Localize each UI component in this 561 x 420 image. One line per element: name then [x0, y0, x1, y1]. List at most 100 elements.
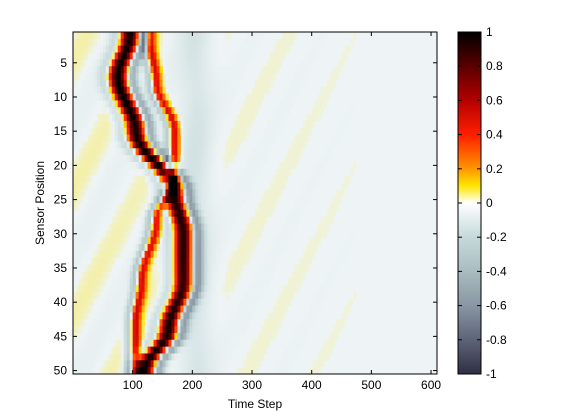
heatmap-cell — [117, 216, 122, 224]
heatmap-cell — [263, 127, 268, 135]
heatmap-cell — [210, 155, 214, 163]
heatmap-cell — [180, 52, 184, 60]
heatmap-cell — [225, 216, 229, 224]
heatmap-cell — [144, 230, 148, 238]
heatmap-cell — [156, 298, 160, 306]
heatmap-cell — [165, 141, 169, 149]
heatmap-cell — [93, 161, 98, 170]
heatmap-cell — [153, 367, 157, 375]
heatmap-cell — [308, 250, 313, 259]
heatmap-cell — [198, 93, 202, 101]
heatmap-cell — [290, 141, 295, 149]
heatmap-cell — [75, 291, 80, 300]
heatmap-cell — [147, 175, 151, 183]
heatmap-cell — [108, 353, 113, 361]
heatmap-cell — [73, 66, 77, 74]
heatmap-cell — [344, 114, 348, 122]
heatmap-cell — [326, 141, 330, 149]
heatmap-cell — [126, 285, 131, 293]
heatmap-cell — [132, 100, 137, 108]
heatmap-cell — [141, 79, 145, 88]
heatmap-cell — [204, 298, 208, 306]
heatmap-cell — [138, 360, 143, 368]
heatmap-cell — [75, 230, 80, 238]
heatmap-cell — [129, 285, 134, 293]
heatmap-cell — [114, 141, 119, 149]
heatmap-cell — [329, 278, 333, 286]
heatmap-cell — [195, 59, 199, 67]
heatmap-cell — [225, 326, 229, 334]
heatmap-cell — [237, 114, 241, 122]
heatmap-cell — [219, 332, 223, 341]
heatmap-cell — [189, 319, 193, 327]
heatmap-cell — [183, 264, 187, 272]
heatmap-cell — [213, 161, 217, 170]
heatmap-cell — [111, 161, 116, 170]
heatmap-cell — [252, 339, 256, 348]
heatmap-cell — [84, 93, 89, 101]
heatmap-cell — [198, 257, 202, 265]
heatmap-cell — [177, 223, 181, 231]
heatmap-cell — [171, 264, 175, 272]
heatmap-cell — [269, 134, 274, 142]
heatmap-cell — [240, 332, 244, 341]
heatmap-cell — [335, 196, 339, 204]
heatmap-cell — [213, 141, 217, 149]
heatmap-cell — [260, 346, 265, 354]
heatmap-cell — [231, 223, 235, 231]
heatmap-cell — [234, 203, 238, 211]
heatmap-cell — [156, 230, 160, 238]
heatmap-cell — [114, 38, 119, 47]
heatmap-cell — [266, 141, 271, 149]
heatmap-cell — [75, 66, 80, 74]
heatmap-cell — [150, 45, 154, 53]
heatmap-cell — [246, 223, 250, 231]
heatmap-cell — [338, 189, 342, 197]
heatmap-cell — [126, 319, 131, 327]
heatmap-cell — [99, 127, 104, 135]
heatmap-cell — [278, 367, 283, 375]
heatmap-cell — [144, 100, 148, 108]
heatmap-cell — [207, 285, 211, 293]
heatmap-cell — [237, 326, 241, 334]
heatmap-cell — [132, 257, 137, 265]
heatmap-cell — [234, 79, 238, 88]
heatmap-cell — [299, 257, 304, 265]
heatmap-cell — [120, 291, 125, 300]
heatmap-cell — [207, 120, 211, 129]
heatmap-cell — [198, 45, 202, 53]
heatmap-cell — [198, 120, 202, 129]
heatmap-cell — [84, 52, 89, 60]
heatmap-cell — [141, 209, 145, 218]
heatmap-cell — [311, 237, 316, 245]
heatmap-cell — [350, 237, 354, 245]
heatmap-cell — [234, 73, 238, 81]
heatmap-cell — [135, 285, 140, 293]
heatmap-cell — [237, 312, 241, 320]
heatmap-cell — [147, 278, 151, 286]
heatmap-cell — [171, 107, 175, 115]
heatmap-cell — [111, 73, 116, 81]
heatmap-cell — [204, 189, 208, 197]
heatmap-cell — [177, 196, 181, 204]
heatmap-cell — [123, 161, 128, 170]
heatmap-cell — [129, 250, 134, 259]
heatmap-cell — [180, 114, 184, 122]
heatmap-cell — [123, 79, 128, 88]
heatmap-cell — [207, 298, 211, 306]
heatmap-cell — [165, 134, 169, 142]
heatmap-cell — [81, 237, 86, 245]
heatmap-cell — [195, 298, 199, 306]
heatmap-cell — [156, 175, 160, 183]
heatmap-cell — [123, 285, 128, 293]
heatmap-cell — [213, 168, 217, 177]
heatmap-cell — [105, 360, 110, 368]
heatmap-cell — [311, 52, 316, 60]
heatmap-cell — [120, 93, 125, 101]
heatmap-cell — [180, 59, 184, 67]
heatmap-cell — [210, 148, 214, 156]
heatmap-cell — [275, 360, 280, 368]
heatmap-cell — [138, 134, 143, 142]
heatmap-cell — [216, 209, 220, 218]
heatmap-cell — [180, 38, 184, 47]
